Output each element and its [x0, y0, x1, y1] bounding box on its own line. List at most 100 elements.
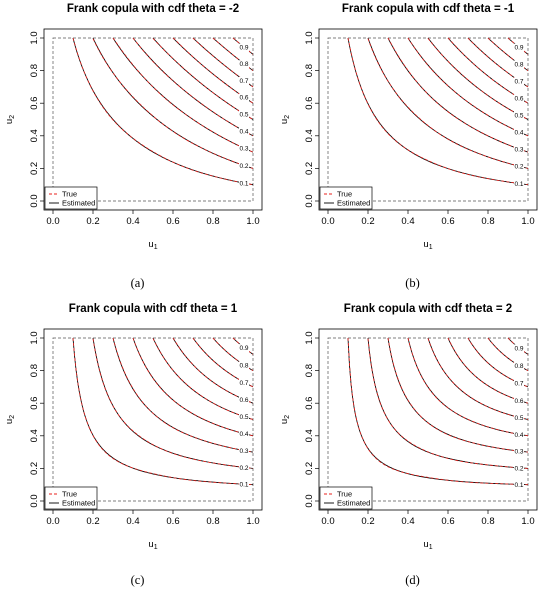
legend-true-label: True: [337, 190, 352, 199]
contour-level-label: 0.2: [239, 163, 248, 170]
x-tick-label: 0.6: [441, 516, 454, 527]
x-axis-label-sub: 1: [154, 544, 158, 551]
contour-level-label: 0.3: [239, 146, 248, 153]
estimated-contour-line: [347, 37, 529, 186]
true-contour-line: [427, 38, 529, 120]
contour-level-label: 0.3: [514, 146, 523, 153]
y-axis-label: u2: [279, 415, 291, 424]
x-tick-label: 1.0: [246, 216, 259, 227]
y-tick-label: 0.2: [29, 462, 40, 475]
contour-label-bg: [514, 447, 524, 456]
contour-label-bg: [514, 480, 524, 489]
y-tick-label: 0.2: [29, 162, 40, 175]
x-tick-label: 0.2: [86, 516, 99, 527]
true-contour-line: [407, 37, 529, 137]
contour-label-bg: [239, 430, 249, 439]
x-axis-label: u1: [148, 239, 157, 251]
contour-label-bg: [514, 94, 524, 103]
contour-label-bg: [239, 179, 249, 188]
true-contour-line: [487, 37, 529, 71]
contour-label-bg: [239, 447, 249, 456]
true-contour-line: [367, 338, 529, 469]
contour-level-label: 0.2: [239, 465, 248, 472]
contour-label-bg: [239, 60, 249, 69]
y-tick-label: 0.6: [304, 97, 315, 110]
contour-label-bg: [514, 379, 524, 388]
estimated-contour-line: [92, 37, 254, 169]
chart-svg: Frank copula with cdf theta = 2 0.0 0.0 0.2…: [279, 303, 538, 551]
estimated-contour-line: [112, 37, 254, 153]
contour-label-bg: [514, 60, 524, 69]
true-contour-line: [92, 38, 254, 169]
plot-frame: [318, 28, 538, 211]
y-tick-label: 0.6: [29, 397, 40, 410]
x-tick-label: 0.4: [401, 216, 414, 227]
y-tick-label: 1.0: [29, 31, 40, 44]
chart-svg: Frank copula with cdf theta = -2 0.0 0.0 0.…: [4, 3, 263, 251]
y-tick-label: 1.0: [304, 331, 315, 344]
contour-label-bg: [514, 145, 524, 154]
contour-level-label: 0.8: [239, 363, 248, 370]
y-tick-label: 0.0: [304, 494, 315, 507]
legend-box: [44, 486, 98, 510]
chart-title: Frank copula with cdf theta = -2: [67, 3, 239, 15]
true-contour-line: [347, 337, 529, 486]
x-tick-label: 1.0: [521, 516, 534, 527]
legend-estimated-label: Estimated: [337, 199, 370, 208]
y-axis-label-sub: 2: [284, 115, 291, 119]
contour-label-bg: [514, 464, 524, 473]
contour-label-bg: [514, 111, 524, 120]
true-contour-line: [467, 337, 529, 388]
y-tick-label: 0.0: [29, 494, 40, 507]
y-tick-label: 0.6: [304, 397, 315, 410]
contour-level-label: 0.7: [239, 380, 248, 387]
x-tick-label: 1.0: [246, 516, 259, 527]
contour-label-bg: [514, 344, 524, 353]
x-tick-label: 0.8: [206, 516, 219, 527]
x-axis-label-sub: 1: [429, 544, 433, 551]
contour-label-bg: [239, 378, 249, 387]
contour-label-bg: [514, 77, 524, 86]
true-contour-line: [232, 337, 254, 355]
x-tick-label: 0.6: [166, 216, 179, 227]
contour-level-label: 0.5: [514, 112, 523, 119]
true-contour-line: [347, 37, 529, 186]
y-tick-label: 0.4: [29, 429, 40, 442]
panel-caption: (c): [130, 573, 145, 587]
true-contour-line: [387, 337, 529, 453]
panel-caption: (b): [405, 276, 420, 290]
contour-level-label: 0.6: [239, 95, 248, 102]
contour-level-label: 0.1: [239, 181, 248, 188]
estimated-contour-line: [387, 337, 529, 453]
contour-label-bg: [514, 396, 524, 405]
chart-panel-2: Frank copula with cdf theta = -1 0.0 0.0 0.…: [275, 0, 550, 298]
contour-level-label: 0.7: [514, 381, 523, 388]
unit-square-boundary: [52, 37, 254, 202]
contour-level-label: 0.8: [514, 363, 523, 370]
true-contour-line: [72, 337, 254, 486]
true-contour-line: [407, 337, 529, 437]
contour-label-bg: [514, 430, 524, 439]
x-tick-label: 0.0: [46, 516, 59, 527]
legend-true-label: True: [62, 190, 77, 199]
x-tick-label: 0.2: [361, 216, 374, 227]
contour-label-bg: [239, 480, 249, 489]
true-contour-line: [152, 338, 254, 420]
contour-level-label: 0.3: [514, 449, 523, 456]
y-tick-label: 0.4: [29, 129, 40, 142]
contour-label-bg: [514, 413, 524, 422]
contour-label-bg: [239, 161, 249, 170]
x-axis-label-sub: 1: [154, 244, 158, 251]
unit-square-boundary: [52, 337, 254, 502]
contour-level-label: 0.5: [514, 415, 523, 422]
chart-panel-1: Frank copula with cdf theta = -2 0.0 0.0 0.…: [0, 0, 275, 298]
contour-level-label: 0.9: [239, 45, 248, 52]
legend-box: [319, 486, 373, 510]
true-contour-line: [112, 337, 254, 453]
estimated-contour-line: [367, 37, 529, 169]
estimated-contour-line: [347, 337, 529, 486]
contour-level-label: 0.6: [514, 398, 523, 405]
y-tick-label: 0.2: [304, 462, 315, 475]
x-tick-label: 0.2: [361, 516, 374, 527]
